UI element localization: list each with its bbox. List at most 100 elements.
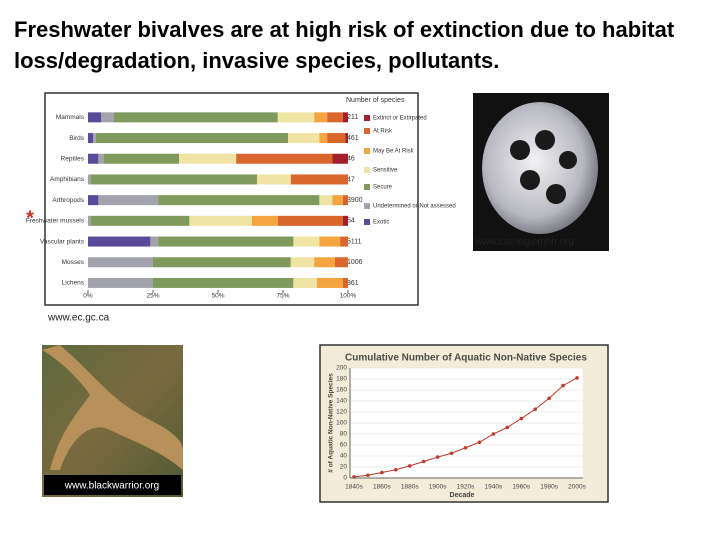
category-label: Mosses — [62, 259, 85, 266]
data-point — [575, 376, 579, 380]
legend-swatch — [364, 219, 370, 225]
y-tick-label: 200 — [336, 365, 347, 372]
x-tick-label: 50% — [211, 293, 224, 300]
bar-segment — [293, 236, 320, 247]
x-tick-label: 1900s — [429, 484, 447, 491]
bar-segment — [103, 153, 179, 164]
category-label: Birds — [69, 135, 85, 142]
legend-label: Exotic — [373, 220, 389, 226]
category-label: Mammals — [56, 114, 85, 121]
bar-segment — [319, 195, 333, 206]
legend-swatch — [364, 167, 370, 173]
category-label: Lichens — [62, 280, 85, 287]
legend-label: May Be At Risk — [373, 149, 415, 155]
bar-segment — [319, 133, 328, 144]
total-label: 54 — [347, 218, 355, 225]
total-label: 461 — [347, 135, 359, 142]
bar-segment — [332, 153, 348, 164]
legend-swatch — [364, 148, 370, 154]
y-tick-label: 40 — [340, 453, 348, 460]
bar-segment — [290, 257, 315, 268]
total-label: 46 — [347, 156, 355, 163]
bar-segment — [314, 257, 335, 268]
bar-segment — [332, 195, 343, 206]
x-tick-label: 75% — [276, 293, 289, 300]
bar-segment — [277, 112, 315, 123]
bar-segment — [90, 174, 257, 185]
x-tick-label: 1920s — [457, 484, 475, 491]
shell-holes — [510, 130, 577, 204]
caption: www.blackwarrior.org — [64, 481, 159, 492]
x-tick-label: 1860s — [373, 484, 391, 491]
bar-segment — [88, 153, 99, 164]
data-point — [533, 407, 537, 412]
bar-segment — [342, 215, 348, 226]
bar-segment — [342, 277, 348, 288]
y-tick-label: 60 — [340, 442, 348, 449]
category-label: Arthropods — [52, 197, 85, 204]
bar-segment — [179, 153, 237, 164]
y-tick-label: 80 — [340, 431, 348, 438]
data-point — [366, 473, 370, 478]
total-label: 861 — [347, 280, 359, 287]
bar-segment — [95, 133, 289, 144]
bar-segment — [98, 153, 104, 164]
bar-segment — [314, 112, 328, 123]
river-water — [42, 345, 183, 470]
bar-segment — [88, 195, 99, 206]
bar-segment — [153, 257, 291, 268]
legend-swatch — [364, 184, 370, 190]
bar-segment — [88, 133, 94, 144]
bar-segment — [88, 112, 101, 123]
chart-title: Cumulative Number of Aquatic Non-Native … — [345, 353, 587, 364]
legend-label: Extinct or Extirpated — [373, 116, 427, 122]
legend-swatch — [364, 115, 370, 121]
total-label: 3900 — [347, 197, 363, 204]
y-tick-label: 100 — [336, 420, 347, 427]
x-tick-label: 1840s — [345, 484, 363, 491]
x-tick-label: 1960s — [512, 484, 530, 491]
bar-segment — [327, 112, 343, 123]
x-tick-label: 1940s — [485, 484, 503, 491]
bar-segment — [189, 215, 252, 226]
data-point — [561, 383, 565, 388]
bar-segment — [150, 236, 159, 247]
bar-segment — [257, 174, 291, 185]
data-point — [421, 459, 426, 464]
legend-label: Secure — [373, 185, 393, 191]
bar-segment — [114, 112, 278, 123]
bar-segment — [316, 277, 343, 288]
x-tick-label: 1980s — [540, 484, 558, 491]
caption: www.carnegiemnh.org — [474, 237, 574, 248]
bar-segment — [340, 236, 348, 247]
data-point — [505, 425, 510, 430]
legend-label: Undetermined or Not assessed — [373, 204, 456, 210]
bar-segment — [88, 277, 153, 288]
caption-box — [44, 475, 181, 495]
bar-segment — [158, 195, 320, 206]
y-axis-label: # of Aquatic Non-Native Species — [328, 373, 335, 473]
category-label: Freshwater mussels — [26, 218, 85, 225]
bar-segment — [335, 257, 348, 268]
bar-segment — [342, 112, 348, 123]
data-point — [407, 464, 412, 468]
x-tick-label: 0% — [83, 293, 93, 300]
bar-segment — [327, 133, 346, 144]
slide-title: Freshwater bivalves are at high risk of … — [14, 17, 675, 73]
bar-segment — [293, 277, 317, 288]
bar-segment — [319, 236, 341, 247]
bar-segment — [98, 195, 159, 206]
totals-header: Number of species — [346, 97, 405, 104]
bar-segment — [153, 277, 294, 288]
bar-segment — [277, 215, 343, 226]
caption: www.ec.gc.ca — [47, 313, 110, 324]
data-point — [477, 440, 482, 445]
marker: * — [26, 207, 34, 229]
data-point — [435, 455, 440, 459]
category-label: Reptiles — [61, 155, 85, 162]
category-label: Amphibians — [50, 176, 85, 183]
data-point — [519, 416, 524, 421]
bar-segment — [290, 174, 348, 185]
x-axis-label: Decade — [450, 492, 475, 499]
